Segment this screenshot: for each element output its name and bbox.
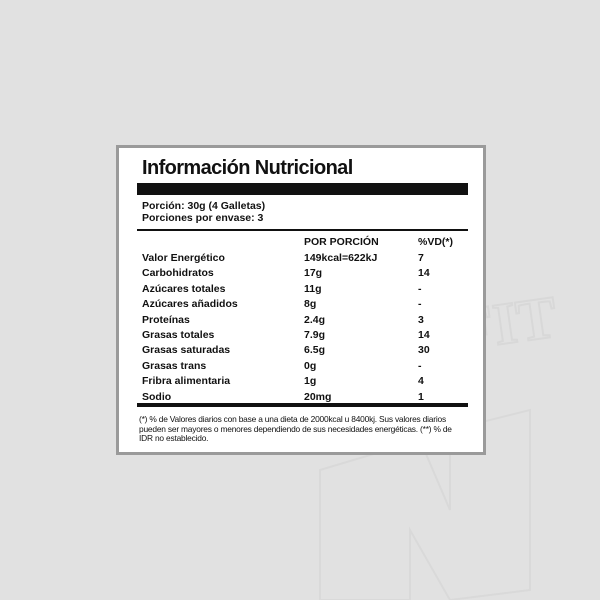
nutrient-row: Valor Energético 149kcal=622kJ 7 — [142, 251, 468, 265]
nutrient-name: Grasas saturadas — [142, 344, 231, 357]
divider-thick — [137, 403, 468, 407]
nutrient-dv: 3 — [418, 313, 424, 326]
nutrient-amount: 0g — [304, 359, 317, 372]
serving-size: Porción: 30g (4 Galletas) — [142, 200, 266, 212]
nutrient-amount: 20mg — [304, 390, 332, 403]
nutrient-amount: 11g — [304, 282, 322, 295]
nutrient-row: Grasas trans 0g - — [142, 359, 468, 373]
nutrient-dv: 1 — [418, 390, 424, 403]
nutrient-row: Fribra alimentaria 1g 4 — [142, 374, 468, 388]
nutrient-dv: - — [418, 282, 422, 295]
nutrient-name: Proteínas — [142, 313, 190, 326]
nutrition-facts-label: Información Nutricional Porción: 30g (4 … — [116, 145, 486, 455]
nutrient-row: Grasas totales 7.9g 14 — [142, 328, 468, 342]
nutrient-name: Fribra alimentaria — [142, 375, 231, 388]
nutrient-amount: 2.4g — [304, 313, 326, 326]
serving-info: Porción: 30g (4 Galletas) Porciones por … — [142, 200, 266, 224]
dv-header: %VD(*) — [418, 236, 454, 248]
footnote: (*) % de Valores diarios con base a una … — [139, 414, 452, 443]
divider — [137, 229, 468, 231]
nutrient-dv: 4 — [418, 375, 424, 388]
nutrient-dv: 30 — [418, 344, 430, 357]
nutrient-row: Azúcares totales 11g - — [142, 282, 468, 296]
nutrient-dv: 7 — [418, 252, 424, 264]
nutrient-amount: 8g — [304, 298, 317, 311]
nutrient-name: Azúcares añadidos — [142, 298, 238, 311]
nutrient-row: Proteínas 2.4g 3 — [142, 313, 468, 327]
label-title: Información Nutricional — [142, 157, 353, 179]
nutrient-name: Grasas trans — [142, 359, 207, 372]
nutrient-name: Carbohidratos — [142, 267, 214, 280]
nutrient-row: Carbohidratos 17g 14 — [142, 266, 468, 280]
nutrient-amount: 6.5g — [304, 344, 326, 357]
nutrient-row: Azúcares añadidos 8g - — [142, 297, 468, 311]
column-headers: POR PORCIÓN %VD(*) — [142, 237, 468, 251]
nutrient-row: Sodio 20mg 1 — [142, 390, 468, 404]
nutrient-name: Sodio — [142, 390, 172, 403]
nutrient-dv: 14 — [418, 267, 430, 280]
nutrient-dv: - — [418, 359, 422, 372]
nutrient-amount: 17g — [304, 267, 323, 280]
nutrient-amount: 149kcal=622kJ — [304, 252, 378, 264]
nutrient-dv: 14 — [418, 329, 430, 341]
servings-per-package: Porciones por envase: 3 — [142, 211, 264, 224]
nutrient-amount: 1g — [304, 375, 317, 388]
nutrient-row: Grasas saturadas 6.5g 30 — [142, 343, 468, 357]
nutrient-name: Azúcares totales — [142, 282, 226, 295]
nutrient-amount: 7.9g — [304, 329, 326, 341]
title-divider-bar — [137, 183, 468, 195]
per-portion-header: POR PORCIÓN — [304, 236, 379, 248]
nutrient-dv: - — [418, 298, 422, 311]
nutrient-name: Valor Energético — [142, 252, 225, 264]
nutrient-name: Grasas totales — [142, 329, 215, 341]
